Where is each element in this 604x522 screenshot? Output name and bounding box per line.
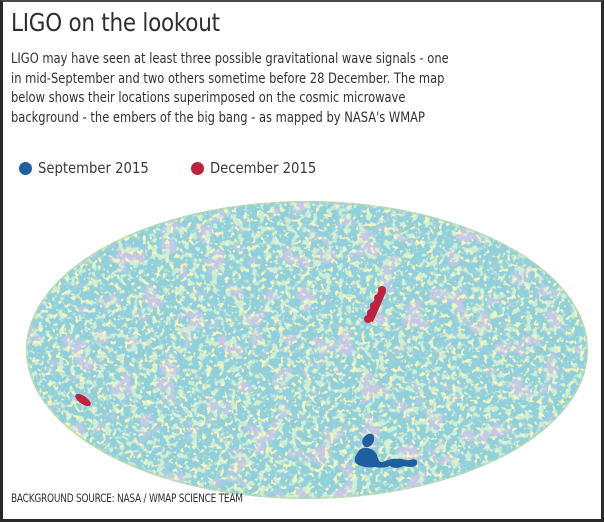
december-signal-streak-left: [75, 393, 91, 407]
blue-dot-icon: [19, 161, 32, 175]
december-signal-streak-upper: [364, 286, 386, 323]
legend-item-september: September 2015: [19, 159, 164, 177]
description-line: LIGO may have seen at least three possib…: [11, 51, 449, 67]
legend: September 2015 December 2015: [19, 159, 358, 177]
cmb-map-svg: [26, 201, 588, 499]
september-signal-blob: [354, 433, 418, 468]
source-credit: BACKGROUND SOURCE: NASA / WMAP SCIENCE T…: [11, 491, 243, 505]
page-title: LIGO on the lookout: [11, 8, 220, 37]
cmb-background: [26, 201, 588, 499]
description-line: background - the embers of the big bang …: [11, 109, 425, 126]
legend-label: December 2015: [209, 159, 317, 177]
red-dot-icon: [190, 161, 204, 175]
legend-label: September 2015: [38, 159, 149, 177]
legend-item-december: December 2015: [190, 159, 331, 177]
description-line: in mid-September and two others sometime…: [11, 70, 445, 87]
description: LIGO may have seen at least three possib…: [11, 50, 562, 128]
description-line: below shows their locations superimposed…: [11, 90, 406, 106]
cmb-sky-map: [25, 200, 589, 500]
